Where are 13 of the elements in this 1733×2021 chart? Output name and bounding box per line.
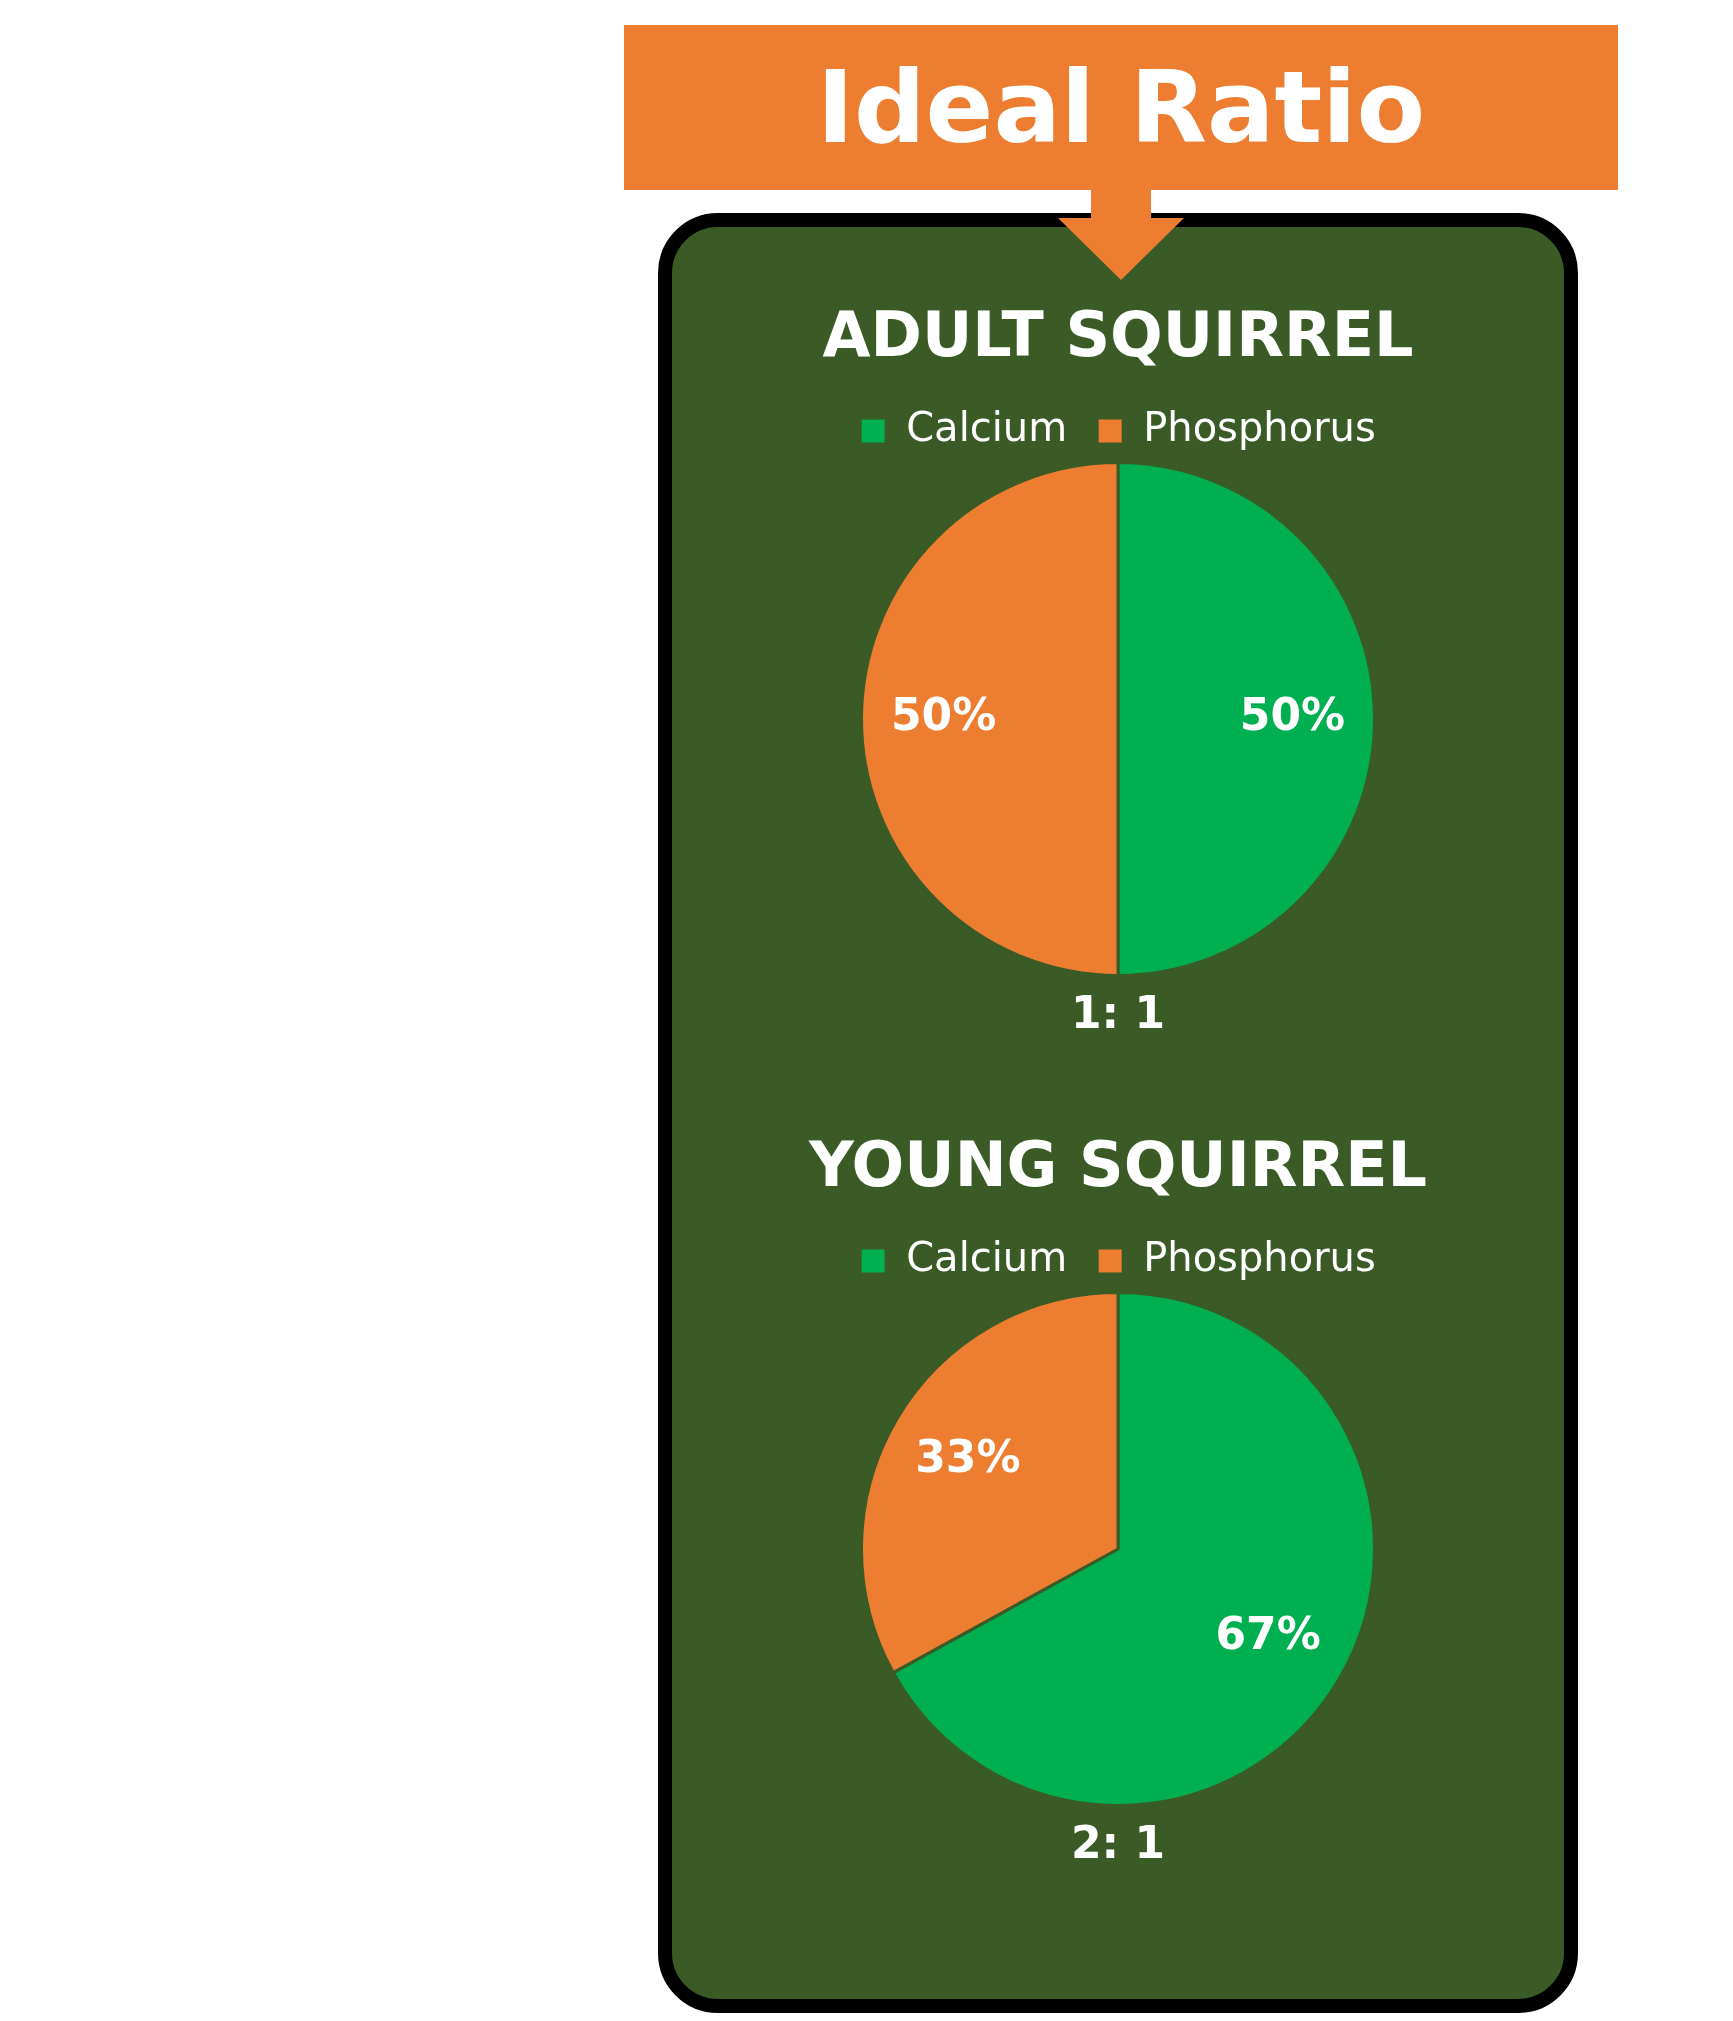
text: 2: 1 — [1069, 1817, 1167, 1868]
legend-label: Calcium — [906, 1234, 1068, 1281]
legend-label: Phosphorus — [1143, 1234, 1376, 1281]
chart-title: YOUNG SQUIRREL — [807, 1128, 1429, 1201]
chart-title: ADULT SQUIRREL — [821, 298, 1415, 371]
data-label: 50% — [890, 689, 997, 741]
legend-label: Phosphorus — [1143, 404, 1376, 451]
text: Ideal Ratio — [816, 49, 1426, 166]
data-label: 50% — [1239, 689, 1346, 741]
data-label: 67% — [1215, 1608, 1321, 1660]
data-label: 33% — [915, 1430, 1021, 1482]
legend-label: Calcium — [906, 404, 1068, 451]
text: 1: 1 — [1069, 987, 1167, 1038]
